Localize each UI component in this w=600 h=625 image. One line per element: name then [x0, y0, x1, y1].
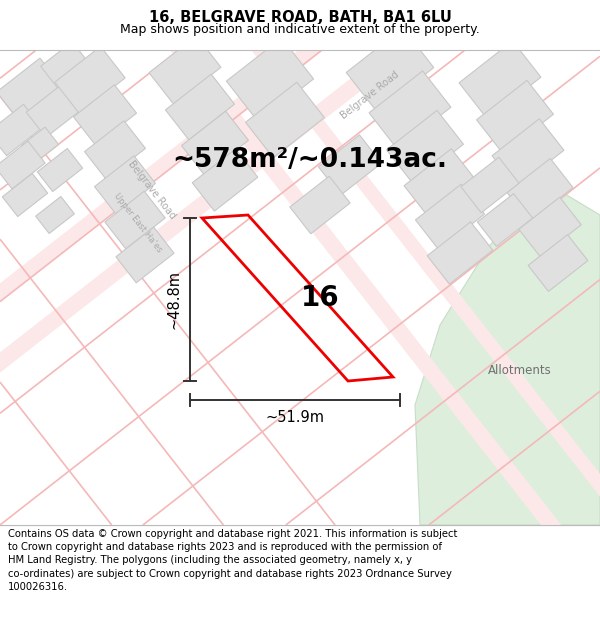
Polygon shape	[41, 42, 89, 88]
Text: Map shows position and indicative extent of the property.: Map shows position and indicative extent…	[120, 23, 480, 36]
Polygon shape	[85, 121, 145, 179]
Polygon shape	[369, 71, 451, 149]
Polygon shape	[0, 58, 64, 122]
Polygon shape	[105, 191, 165, 249]
Polygon shape	[476, 81, 553, 154]
Polygon shape	[2, 174, 47, 216]
Text: Upper East Ha’es: Upper East Ha’es	[112, 192, 164, 254]
Polygon shape	[0, 141, 45, 189]
Polygon shape	[73, 85, 137, 145]
Text: ~578m²/~0.143ac.: ~578m²/~0.143ac.	[173, 147, 448, 173]
Polygon shape	[519, 198, 581, 257]
Polygon shape	[192, 149, 258, 211]
Polygon shape	[245, 82, 325, 158]
Polygon shape	[461, 158, 519, 212]
Polygon shape	[0, 0, 600, 611]
Text: ~51.9m: ~51.9m	[265, 411, 325, 426]
Polygon shape	[149, 36, 221, 104]
Polygon shape	[95, 156, 155, 214]
Text: 16: 16	[301, 284, 339, 312]
Polygon shape	[507, 159, 573, 221]
Polygon shape	[37, 149, 83, 191]
Polygon shape	[0, 0, 600, 609]
Text: ~48.8m: ~48.8m	[167, 270, 182, 329]
Polygon shape	[492, 119, 564, 188]
Polygon shape	[116, 228, 174, 282]
Text: Allotments: Allotments	[488, 364, 552, 376]
Polygon shape	[166, 74, 235, 140]
Text: Belgrave Road: Belgrave Road	[126, 159, 178, 221]
Text: Contains OS data © Crown copyright and database right 2021. This information is : Contains OS data © Crown copyright and d…	[8, 529, 457, 592]
Polygon shape	[404, 149, 476, 218]
Polygon shape	[0, 104, 42, 156]
Polygon shape	[319, 135, 382, 195]
Polygon shape	[290, 176, 350, 234]
Polygon shape	[226, 38, 314, 122]
Polygon shape	[459, 41, 541, 119]
Polygon shape	[346, 28, 434, 112]
Polygon shape	[35, 196, 74, 234]
Polygon shape	[478, 194, 533, 246]
Polygon shape	[427, 222, 493, 284]
Text: 16, BELGRAVE ROAD, BATH, BA1 6LU: 16, BELGRAVE ROAD, BATH, BA1 6LU	[149, 10, 451, 25]
Polygon shape	[55, 46, 125, 114]
Polygon shape	[386, 111, 463, 184]
Text: Belgrave Road: Belgrave Road	[339, 69, 401, 121]
Polygon shape	[528, 234, 588, 291]
Polygon shape	[22, 127, 59, 163]
Polygon shape	[26, 82, 84, 138]
Polygon shape	[182, 111, 248, 175]
Polygon shape	[415, 185, 600, 525]
Polygon shape	[415, 184, 485, 250]
